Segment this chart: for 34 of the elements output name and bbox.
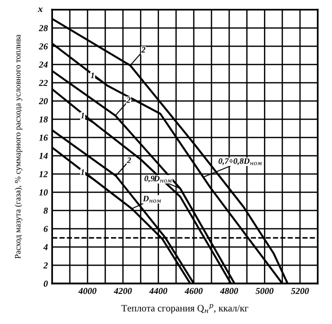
y-tick-label: 18 xyxy=(39,116,48,122)
x-axis-title: Теплота сгорания Q$_{н}$$^{р}$, ккал/кг xyxy=(121,304,248,314)
x-tick-label: 4800 xyxy=(220,288,238,294)
y-tick-label: 12 xyxy=(39,171,48,178)
x-tick-label: 4200 xyxy=(114,288,132,294)
y-tick-label: 0 xyxy=(44,280,48,287)
annotation: 2 xyxy=(126,157,131,163)
annotation: D$_{ном}$ xyxy=(142,196,161,203)
y-tick-label: 22 xyxy=(38,80,48,86)
y-tick-label: 24 xyxy=(38,62,48,68)
annotation: 2 xyxy=(126,97,130,103)
x-tick-label: 5200 xyxy=(291,288,309,294)
y-tick-label: 6 xyxy=(44,226,48,232)
annotation: 2 xyxy=(141,46,146,53)
y-axis-title: Расход мазута (газа), % суммарного расхода условного топлива xyxy=(14,34,22,259)
y-tick-label: 8 xyxy=(44,208,48,214)
annotation: 0,9D$_{ном}$ xyxy=(144,176,172,183)
annotation: 1 xyxy=(80,112,84,118)
x-tick-label: 5000 xyxy=(256,288,274,294)
y-tick-label: 28 xyxy=(38,25,48,32)
text: x xyxy=(38,8,43,12)
x-tick-label: 4000 xyxy=(78,288,96,294)
annotation: 1 xyxy=(90,72,94,78)
y-tick-label: 16 xyxy=(39,134,48,141)
y-tick-label: 26 xyxy=(38,43,48,50)
y-tick-label: 20 xyxy=(38,98,48,104)
x-tick-label: 4400 xyxy=(149,288,168,294)
y-tick-label: 2 xyxy=(43,262,48,268)
y-tick-label: 14 xyxy=(39,152,48,159)
x-tick-label: 4600 xyxy=(184,288,203,294)
y-tick-label: 10 xyxy=(39,189,48,196)
annotation: 0,7÷0,8D$_{ном}$ xyxy=(218,158,262,166)
annotation: 1 xyxy=(80,169,84,175)
y-tick-label: 4 xyxy=(43,244,48,250)
